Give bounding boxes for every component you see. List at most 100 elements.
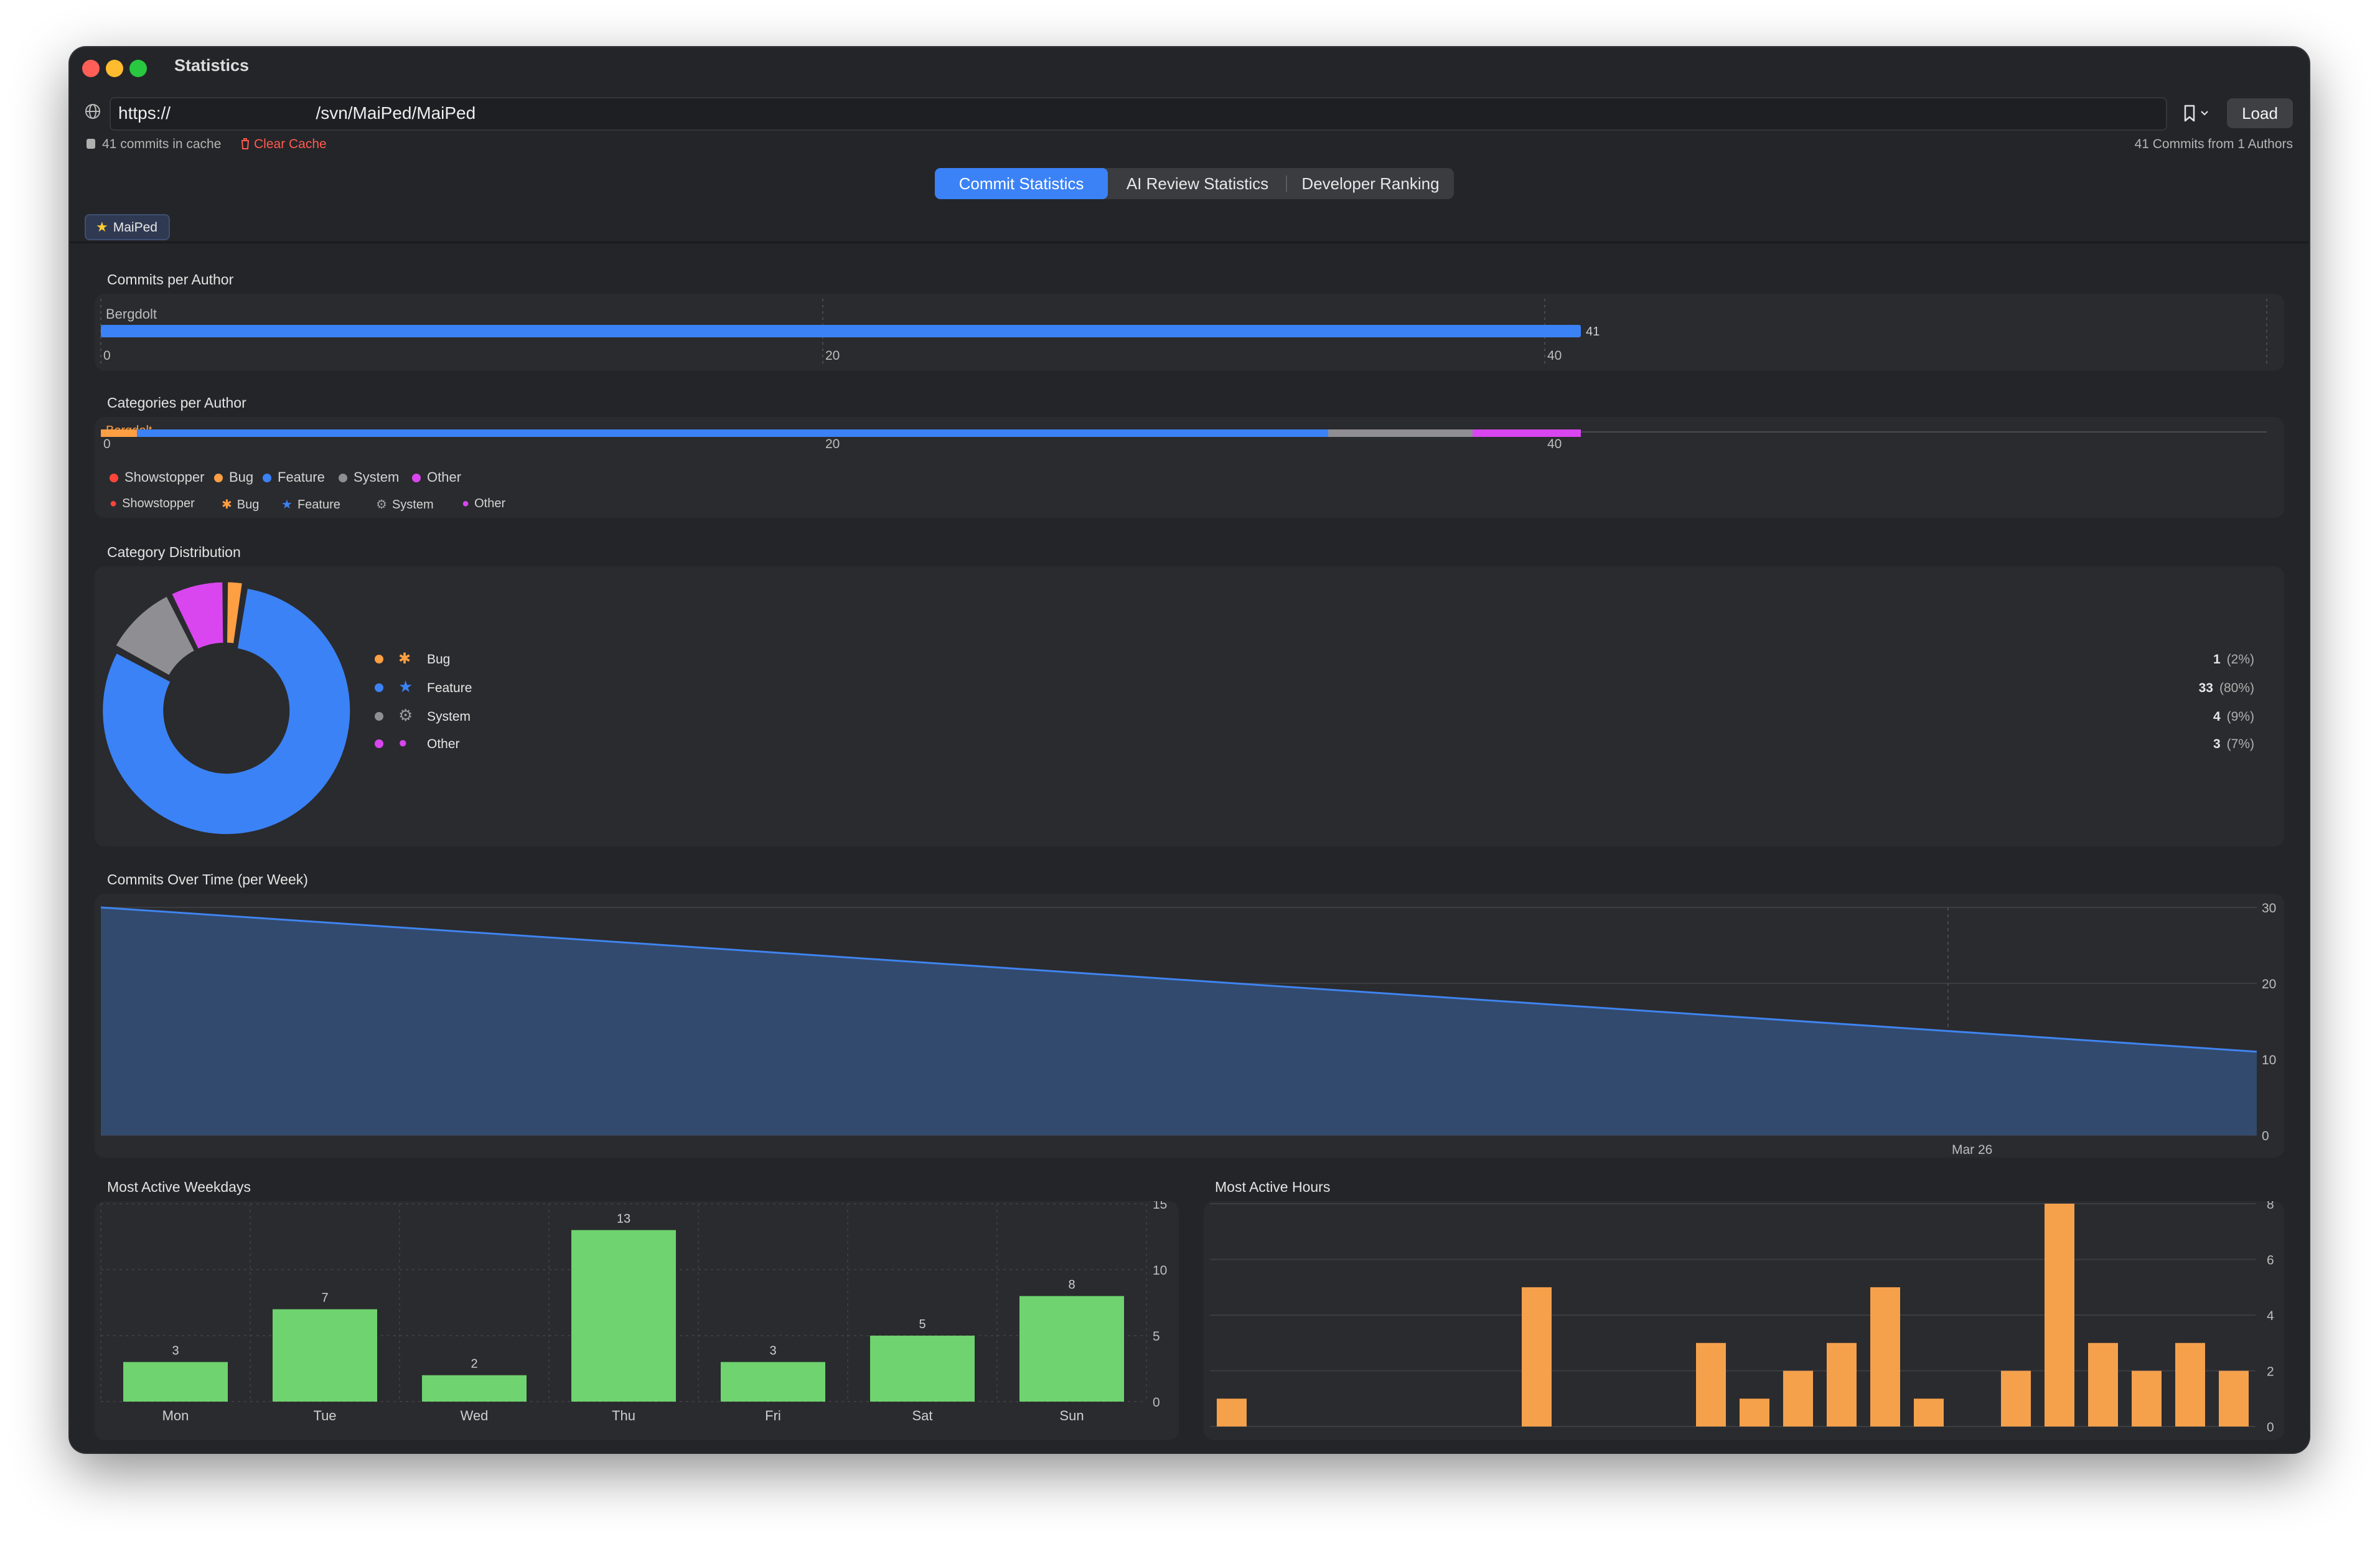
x-tick-label: Tue <box>313 1408 336 1423</box>
x-tick-label: Wed <box>461 1408 489 1423</box>
x-tick-label: 0 <box>103 349 111 363</box>
star-icon: ★ <box>281 498 293 512</box>
pie-legend-row-system: ⚙ System 4 (9%) <box>375 705 2254 729</box>
tab-developer-ranking[interactable]: Developer Ranking <box>1301 174 1440 193</box>
bookmark-menu-button[interactable] <box>2178 101 2216 126</box>
legend2-showstopper: ● Showstopper <box>110 497 195 510</box>
hours-panel: 0 2 4 6 8 <box>1204 1201 2284 1440</box>
url-input[interactable]: https:// /svn/MaiPed/MaiPed <box>110 97 2167 131</box>
y-tick-label: 10 <box>2262 1053 2276 1067</box>
donut-slice-system <box>114 594 197 677</box>
repo-chip[interactable]: ★ MaiPed <box>85 214 170 240</box>
legend2-system: ⚙ System <box>376 498 434 512</box>
cylinder-icon <box>87 139 95 149</box>
ellipsis-circle-icon: ● <box>398 734 408 751</box>
ellipsis-circle-icon: ● <box>462 497 470 510</box>
bar-data-label: 13 <box>617 1212 630 1225</box>
exclamation-circle-icon: ● <box>110 497 118 510</box>
repo-chip-label: MaiPed <box>113 220 157 235</box>
cache-count: 41 commits in cache <box>102 137 222 151</box>
close-window-button[interactable] <box>82 60 100 77</box>
categories-per-author-panel: Bergdolt02040 Showstopper Bug Feature Sy… <box>95 417 2284 518</box>
commits-over-time-chart: 0 10 20 30 Mar 26 <box>100 901 2276 1157</box>
feature-dot <box>263 474 271 483</box>
x-tick-label: Mar 26 <box>1952 1143 1992 1157</box>
donut-slice-feature <box>101 586 352 836</box>
categories-per-author-chart: Bergdolt02040 <box>101 424 2267 451</box>
legend-other: Other <box>412 469 461 485</box>
bar-data-label: 3 <box>172 1344 179 1357</box>
y-tick-label: 4 <box>2267 1309 2274 1323</box>
y-tick-label: 5 <box>1153 1329 1160 1344</box>
y-tick-label: 15 <box>1153 1201 1167 1212</box>
tab-commit-statistics[interactable]: Commit Statistics <box>935 168 1108 199</box>
load-button[interactable]: Load <box>2227 98 2293 128</box>
minimize-window-button[interactable] <box>106 60 123 77</box>
bar-sat <box>870 1336 975 1402</box>
pie-legend-value: 3 (7%) <box>2213 737 2254 751</box>
y-tick-label: 2 <box>2267 1365 2274 1379</box>
bar-hour-22 <box>2175 1342 2205 1427</box>
hours-chart: 0 2 4 6 8 <box>1210 1201 2274 1435</box>
legend-feature: Feature <box>263 469 325 485</box>
ladybug-icon: ✱ <box>398 650 411 667</box>
categories-legend-area: Showstopper Bug Feature System Other ● Sh… <box>95 417 2284 518</box>
zoom-window-button[interactable] <box>129 60 147 77</box>
other-dot <box>375 739 383 748</box>
bug-dot <box>214 474 223 483</box>
system-dot <box>375 712 383 721</box>
y-tick-label: 0 <box>2262 1129 2269 1143</box>
section-title-category-distribution: Category Distribution <box>107 544 241 560</box>
bar-mon <box>123 1362 228 1402</box>
commit-summary: 41 Commits from 1 Authors <box>2134 137 2293 151</box>
weekdays-chart: 0 5 10 15 3 Mon 7 Tue 2 Wed 13 Thu 3 Fri 5 Sat 8 Sun <box>100 1201 1167 1423</box>
bar-hour-12 <box>1740 1398 1769 1427</box>
x-tick-label: 0 <box>103 437 111 451</box>
bar-hour-21 <box>2132 1370 2162 1427</box>
y-tick-label: 10 <box>1153 1263 1167 1278</box>
area-series-line <box>100 906 2257 1053</box>
x-tick-label: Sat <box>912 1408 932 1423</box>
x-tick-label: Thu <box>612 1408 635 1423</box>
bar-hour-11 <box>1696 1342 1726 1427</box>
area-fill <box>101 907 2257 1135</box>
showstopper-dot <box>110 474 118 483</box>
stack-segment-other <box>1473 429 1581 437</box>
bar-hour-13 <box>1783 1370 1813 1427</box>
section-title-hours: Most Active Hours <box>1215 1179 1331 1195</box>
section-title-commits-over-time: Commits Over Time (per Week) <box>107 871 308 888</box>
statistics-window: Statistics https:// /svn/MaiPed/MaiPed L… <box>70 47 2309 1453</box>
gear-icon: ⚙ <box>376 498 387 512</box>
pie-legend-row-bug: ✱ Bug 1 (2%) <box>375 647 2254 672</box>
stack-segment-system <box>1328 429 1473 437</box>
x-tick-label: Sun <box>1059 1408 1084 1423</box>
bar-data-label: 8 <box>1068 1278 1075 1291</box>
x-tick-label: 40 <box>1547 349 1562 363</box>
chevron-down-icon <box>2201 111 2208 116</box>
legend2-other: ● Other <box>462 497 506 510</box>
other-dot <box>412 474 421 483</box>
bar-hour-14 <box>1827 1342 1857 1427</box>
bar-hour-15 <box>1870 1287 1900 1427</box>
bar-sun <box>1019 1296 1124 1402</box>
star-icon: ★ <box>398 677 413 696</box>
bar-data-label: 2 <box>471 1357 477 1371</box>
bar-data-label: 3 <box>769 1344 776 1357</box>
pie-legend-row-feature: ★ Feature 33 (80%) <box>375 676 2254 701</box>
pie-legend-row-other: ● Other 3 (7%) <box>375 732 2254 757</box>
y-tick-label: 0 <box>1153 1395 1160 1410</box>
gear-icon: ⚙ <box>398 706 413 724</box>
section-title-commits-per-author: Commits per Author <box>107 271 234 288</box>
pie-legend-value: 1 (2%) <box>2213 652 2254 667</box>
legend2-feature: ★ Feature <box>281 498 340 512</box>
ladybug-icon: ✱ <box>222 498 232 512</box>
bar-category-label: Bergdolt <box>106 306 157 322</box>
system-dot <box>339 474 347 483</box>
bar-hour-19 <box>2045 1204 2074 1427</box>
bar-thu <box>571 1230 676 1402</box>
tab-ai-review-statistics[interactable]: AI Review Statistics <box>1126 174 1269 193</box>
bar-hour-23 <box>2219 1370 2249 1427</box>
section-title-categories-per-author: Categories per Author <box>107 395 246 411</box>
x-tick-label: 40 <box>1547 437 1562 451</box>
category-donut-chart <box>101 580 352 836</box>
